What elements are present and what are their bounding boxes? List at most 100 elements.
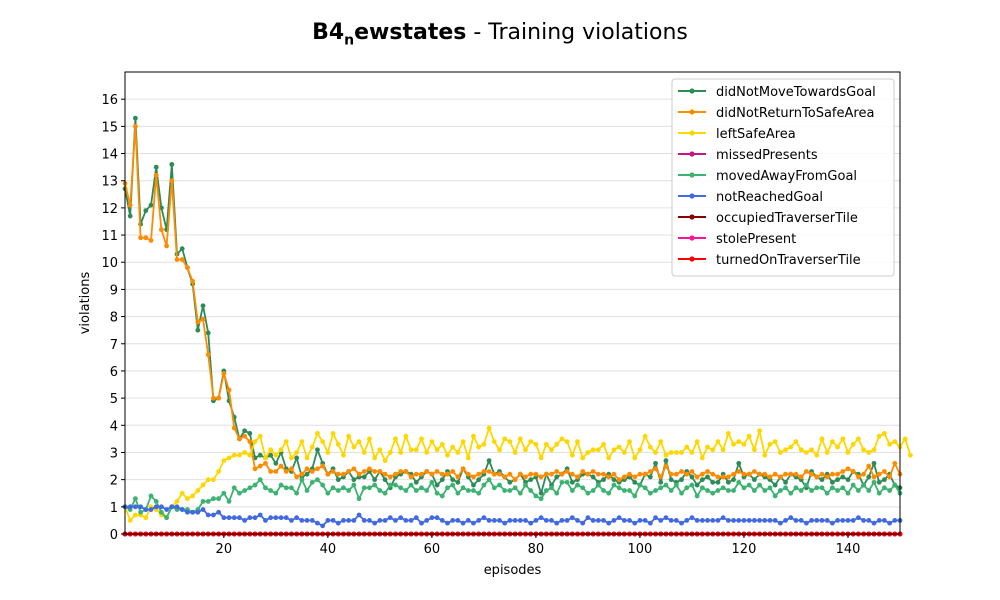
data-point [216, 469, 222, 474]
data-point [398, 450, 404, 455]
data-point [725, 488, 731, 493]
data-point [263, 460, 268, 466]
data-point [585, 450, 591, 455]
data-point [684, 485, 690, 491]
data-point [876, 471, 882, 477]
data-point [497, 482, 502, 488]
data-point [642, 471, 648, 477]
y-tick-label: 9 [110, 283, 118, 298]
data-point [793, 485, 799, 491]
data-point [819, 518, 825, 523]
data-point [590, 447, 596, 453]
data-point [653, 488, 658, 493]
data-point [164, 507, 170, 512]
data-point [460, 466, 466, 472]
data-point [185, 509, 190, 515]
data-point [273, 460, 279, 466]
data-point [533, 471, 539, 477]
x-tick-label: 120 [732, 542, 757, 557]
data-point [538, 474, 544, 480]
data-point [481, 482, 487, 488]
legend-box [671, 78, 895, 277]
data-point [855, 515, 861, 521]
data-point [450, 482, 456, 488]
data-point [382, 477, 388, 483]
data-point [616, 444, 622, 450]
data-point [850, 482, 856, 488]
data-point [424, 518, 430, 523]
data-point [543, 441, 549, 447]
data-point [257, 512, 263, 518]
data-point [746, 518, 752, 523]
data-point [195, 509, 201, 515]
data-point [174, 257, 180, 262]
data-point [450, 477, 456, 483]
data-point [242, 518, 248, 523]
data-point [694, 474, 700, 480]
data-point [450, 469, 456, 474]
data-point [627, 488, 632, 493]
data-point [393, 471, 398, 477]
data-point [174, 498, 180, 504]
data-point [403, 469, 409, 474]
data-point [705, 444, 710, 450]
data-point [632, 474, 638, 480]
data-point [814, 474, 820, 480]
data-point [533, 518, 539, 523]
data-point [517, 436, 523, 442]
data-point [819, 485, 825, 491]
data-point [616, 485, 622, 491]
data-point [398, 485, 404, 491]
data-point [689, 469, 695, 474]
data-point [200, 498, 206, 504]
data-point [341, 518, 346, 523]
data-point [330, 485, 336, 491]
data-point [882, 485, 887, 491]
data-point [762, 452, 768, 458]
data-point [533, 493, 539, 499]
data-point [382, 471, 388, 477]
data-point [387, 450, 393, 455]
x-axis-label: episodes [484, 563, 542, 578]
data-point [621, 518, 627, 523]
data-point [455, 450, 461, 455]
data-point [606, 474, 612, 480]
data-point [361, 469, 367, 474]
data-point [309, 479, 315, 485]
data-point [356, 512, 362, 518]
data-point [299, 439, 305, 444]
data-point [720, 515, 726, 521]
data-point [268, 488, 274, 493]
data-point [346, 433, 352, 439]
data-point [304, 488, 310, 493]
data-point [715, 474, 721, 480]
data-point [803, 469, 809, 474]
data-point [647, 469, 653, 474]
data-point [263, 455, 268, 461]
data-point [699, 471, 705, 477]
data-point [850, 469, 856, 474]
data-point [294, 450, 300, 455]
data-point [595, 518, 601, 523]
data-point [268, 452, 274, 458]
data-point [455, 479, 461, 485]
data-point [715, 518, 721, 523]
data-point [268, 447, 274, 453]
data-point [710, 447, 716, 453]
data-point [450, 444, 456, 450]
data-point [751, 518, 757, 523]
data-point [497, 447, 502, 453]
data-point [803, 482, 809, 488]
data-point [777, 450, 783, 455]
data-point [315, 447, 320, 453]
data-point [429, 471, 435, 477]
data-point [725, 518, 731, 523]
legend-label: stolePresent [716, 232, 796, 247]
data-point [673, 518, 679, 523]
data-point [845, 518, 851, 523]
data-point [710, 479, 716, 485]
data-point [419, 436, 424, 442]
data-point [855, 474, 861, 480]
data-point [819, 471, 825, 477]
data-point [231, 515, 237, 521]
